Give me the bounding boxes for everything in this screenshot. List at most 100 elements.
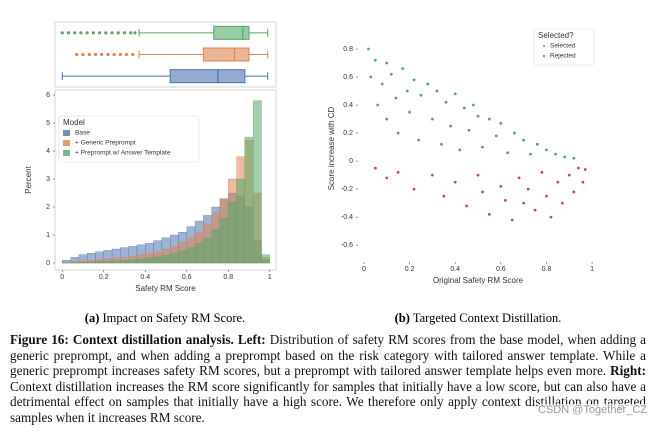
x-tick-label: 0.4	[450, 266, 460, 273]
outlier	[73, 31, 77, 35]
outlier	[133, 31, 137, 35]
box	[213, 25, 250, 40]
histogram-bar	[161, 255, 171, 264]
scatter-point	[376, 103, 380, 107]
scatter-point	[380, 82, 384, 86]
legend-frame	[533, 28, 595, 66]
y-tick-label: 3	[46, 176, 50, 183]
y-axis-label: Score increase with CD	[327, 106, 336, 190]
scatter-point	[449, 124, 453, 128]
histogram-bar	[95, 261, 104, 264]
scatter-point	[513, 131, 516, 135]
scatter-point	[408, 110, 411, 114]
legend-frame	[58, 115, 200, 163]
x-tick-label: 0.2	[405, 266, 415, 273]
subcaption-text: Targeted Context Distillation.	[412, 311, 562, 325]
scatter-point	[430, 117, 434, 121]
scatter-point	[581, 180, 585, 184]
legend-label: Selected	[550, 43, 576, 50]
outlier	[75, 52, 79, 57]
histogram-bar	[228, 201, 237, 264]
histogram-bar	[244, 136, 254, 264]
plot-frame	[54, 21, 277, 88]
scatter-point	[522, 138, 526, 142]
outlier	[124, 52, 129, 57]
y-tick-label: 0.4	[343, 102, 353, 109]
y-tick-label: 4	[46, 148, 50, 155]
histogram-bar	[253, 100, 262, 264]
legend-label: Rejected	[550, 53, 576, 60]
figure: 0 0.2 0.4 0.6 0.8 1 0 1 2 3 4 5 6 Safety RM Score Perc…	[24, 21, 595, 293]
histogram-bar	[219, 218, 229, 264]
histogram-bar	[145, 257, 154, 264]
scatter-point	[417, 138, 421, 142]
scatter-point	[517, 176, 521, 180]
outlier	[112, 52, 116, 57]
x-axis-label: Safety RM Score	[135, 284, 196, 293]
histogram-bar	[103, 261, 113, 264]
x-tick-label: 0.8	[223, 274, 233, 281]
x-tick-label: 0.8	[542, 266, 552, 273]
y-tick-label: 0	[349, 158, 353, 165]
y-tick-label: 0	[46, 260, 50, 267]
scatter-point	[522, 201, 526, 205]
figure-label: Figure 16:	[10, 332, 69, 347]
outlier	[118, 52, 122, 57]
histogram-bar	[153, 256, 163, 264]
y-tick-label: 6	[46, 92, 50, 99]
caption-text: Distribution of safety RM scores from th…	[10, 332, 647, 379]
y-tick-label: 0.2	[343, 130, 353, 137]
scatter-point	[385, 176, 389, 180]
caption-right: Right:	[610, 363, 647, 379]
histogram-bar	[194, 243, 204, 264]
scatter-point	[540, 170, 544, 174]
scatter-point	[465, 204, 468, 208]
scatter-point	[494, 134, 498, 138]
histogram-bar	[70, 262, 80, 264]
subcaption-label: (b)	[394, 311, 410, 325]
y-tick-label: 5	[46, 120, 50, 127]
outlier	[116, 31, 120, 35]
scatter-point	[533, 208, 537, 212]
legend-label: + Generic Preprompt	[75, 140, 136, 147]
box	[169, 69, 246, 84]
scatter-point	[576, 166, 580, 170]
outlier	[85, 31, 89, 35]
scatter-point	[435, 89, 439, 93]
legend-swatch	[543, 55, 545, 57]
scatter-point	[499, 121, 503, 125]
histogram-bar	[186, 247, 196, 264]
watermark: CSDN @Together_CZ	[538, 404, 647, 416]
scatter-point	[367, 47, 370, 51]
scatter-point	[453, 180, 457, 184]
histogram-bar	[211, 229, 221, 264]
scatter-point	[545, 194, 548, 198]
y-tick-label: 1	[46, 232, 50, 239]
outlier	[100, 52, 104, 57]
scatter-point	[442, 194, 446, 198]
scatter-point	[472, 103, 475, 107]
scatter-point	[583, 168, 587, 171]
legend-swatch	[63, 150, 70, 156]
scatter-point	[467, 128, 471, 132]
scatter-point	[499, 184, 503, 188]
scatter-point	[396, 170, 400, 174]
legend-label: Base	[75, 130, 90, 137]
x-tick-label: 0.6	[182, 274, 192, 281]
histogram-bar	[136, 258, 146, 264]
caption-text: Context distillation increases the RM sc…	[10, 378, 646, 425]
scatter-point	[529, 152, 532, 156]
outlier	[110, 31, 114, 35]
scatter-point	[572, 156, 576, 160]
outlier	[106, 52, 110, 57]
scatter-point	[412, 187, 416, 191]
scatter-point	[373, 58, 377, 62]
outlier	[122, 31, 127, 35]
histogram-bar	[170, 253, 179, 264]
scatter-point	[561, 201, 564, 205]
scatter-point	[481, 190, 484, 194]
x-tick-label: 0.2	[99, 274, 109, 281]
scatter-point	[572, 190, 576, 194]
scatter-point	[554, 152, 557, 156]
